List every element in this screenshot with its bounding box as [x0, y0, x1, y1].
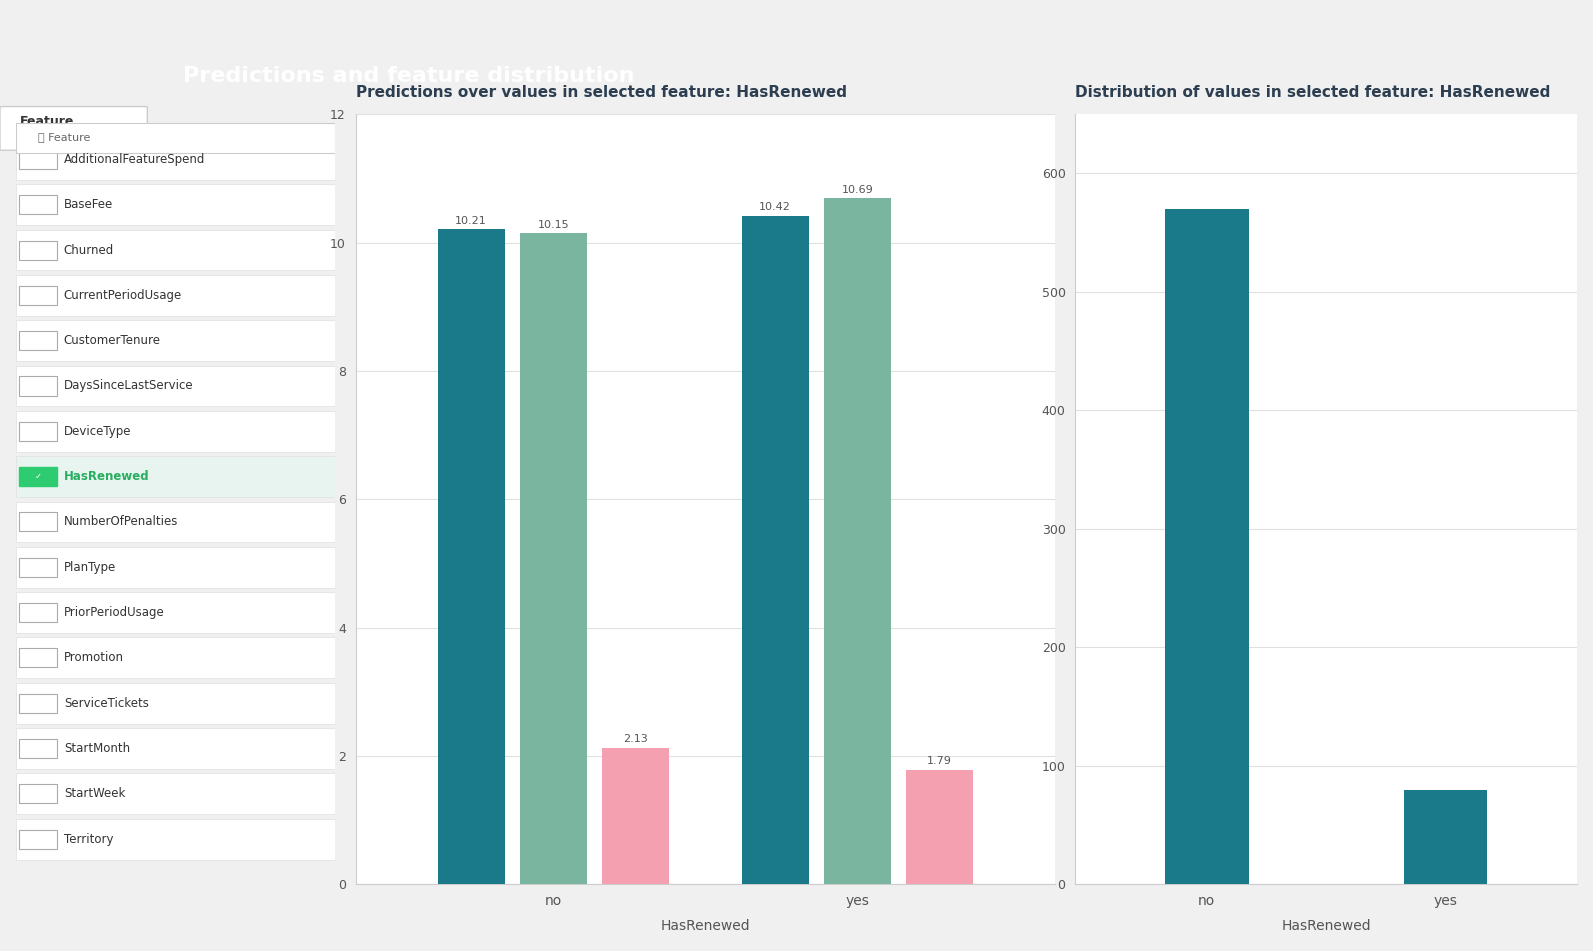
Text: AdditionalFeatureSpend: AdditionalFeatureSpend	[64, 153, 205, 165]
Text: 10.69: 10.69	[841, 185, 873, 195]
FancyBboxPatch shape	[19, 693, 57, 712]
Text: 1.79: 1.79	[927, 756, 953, 767]
Text: DeviceType: DeviceType	[64, 425, 131, 437]
FancyBboxPatch shape	[16, 124, 335, 153]
X-axis label: HasRenewed: HasRenewed	[661, 920, 750, 933]
FancyBboxPatch shape	[16, 365, 335, 406]
FancyBboxPatch shape	[16, 184, 335, 225]
Text: CustomerTenure: CustomerTenure	[64, 334, 161, 347]
Text: CurrentPeriodUsage: CurrentPeriodUsage	[64, 289, 182, 301]
FancyBboxPatch shape	[19, 739, 57, 758]
FancyBboxPatch shape	[16, 728, 335, 768]
FancyBboxPatch shape	[0, 107, 147, 150]
FancyBboxPatch shape	[16, 547, 335, 588]
Text: ServiceTickets: ServiceTickets	[64, 697, 148, 709]
Bar	[824, 198, 890, 884]
Text: Churned: Churned	[64, 243, 115, 257]
FancyBboxPatch shape	[19, 785, 57, 804]
Text: Predictions over values in selected feature: HasRenewed: Predictions over values in selected feat…	[355, 86, 846, 101]
FancyBboxPatch shape	[16, 139, 335, 180]
FancyBboxPatch shape	[19, 467, 57, 486]
FancyBboxPatch shape	[16, 411, 335, 452]
FancyBboxPatch shape	[16, 592, 335, 633]
Text: Feature: Feature	[21, 115, 75, 127]
Text: Promotion: Promotion	[64, 651, 124, 665]
FancyBboxPatch shape	[16, 320, 335, 361]
Text: HasRenewed: HasRenewed	[21, 130, 92, 141]
FancyBboxPatch shape	[19, 422, 57, 441]
Text: 2.13: 2.13	[623, 734, 648, 745]
Bar	[906, 769, 973, 884]
Text: 10.42: 10.42	[760, 203, 792, 212]
Bar	[1403, 789, 1488, 884]
FancyBboxPatch shape	[19, 150, 57, 169]
FancyBboxPatch shape	[16, 456, 335, 497]
Text: HasRenewed: HasRenewed	[64, 470, 150, 483]
Bar	[438, 229, 505, 884]
Text: StartMonth: StartMonth	[64, 742, 131, 755]
FancyBboxPatch shape	[19, 557, 57, 576]
FancyBboxPatch shape	[16, 275, 335, 316]
FancyBboxPatch shape	[16, 501, 335, 542]
Text: Territory: Territory	[64, 833, 113, 845]
FancyBboxPatch shape	[16, 230, 335, 270]
Text: NumberOfPenalties: NumberOfPenalties	[64, 515, 178, 529]
Text: PlanType: PlanType	[64, 561, 116, 573]
FancyBboxPatch shape	[19, 649, 57, 668]
FancyBboxPatch shape	[19, 603, 57, 622]
FancyBboxPatch shape	[19, 241, 57, 260]
Bar	[519, 233, 586, 884]
Text: BaseFee: BaseFee	[64, 198, 113, 211]
FancyBboxPatch shape	[19, 286, 57, 305]
FancyBboxPatch shape	[16, 637, 335, 678]
Bar	[1164, 209, 1249, 884]
Bar	[602, 747, 669, 884]
Text: 10.21: 10.21	[456, 216, 487, 225]
Text: DaysSinceLastService: DaysSinceLastService	[64, 379, 193, 393]
FancyBboxPatch shape	[19, 195, 57, 214]
FancyBboxPatch shape	[19, 829, 57, 848]
Text: 10.15: 10.15	[537, 220, 569, 230]
Text: 🔍 Feature: 🔍 Feature	[38, 132, 91, 142]
FancyBboxPatch shape	[16, 683, 335, 724]
Text: Distribution of values in selected feature: HasRenewed: Distribution of values in selected featu…	[1075, 86, 1550, 101]
Text: ✓: ✓	[35, 472, 41, 481]
Text: StartWeek: StartWeek	[64, 787, 126, 801]
Text: PriorPeriodUsage: PriorPeriodUsage	[64, 606, 164, 619]
Text: Predictions and feature distribution: Predictions and feature distribution	[183, 66, 634, 87]
Bar	[742, 216, 809, 884]
FancyBboxPatch shape	[16, 773, 335, 814]
X-axis label: HasRenewed: HasRenewed	[1281, 920, 1372, 933]
FancyBboxPatch shape	[19, 331, 57, 350]
FancyBboxPatch shape	[19, 377, 57, 396]
FancyBboxPatch shape	[19, 513, 57, 532]
FancyBboxPatch shape	[16, 819, 335, 860]
